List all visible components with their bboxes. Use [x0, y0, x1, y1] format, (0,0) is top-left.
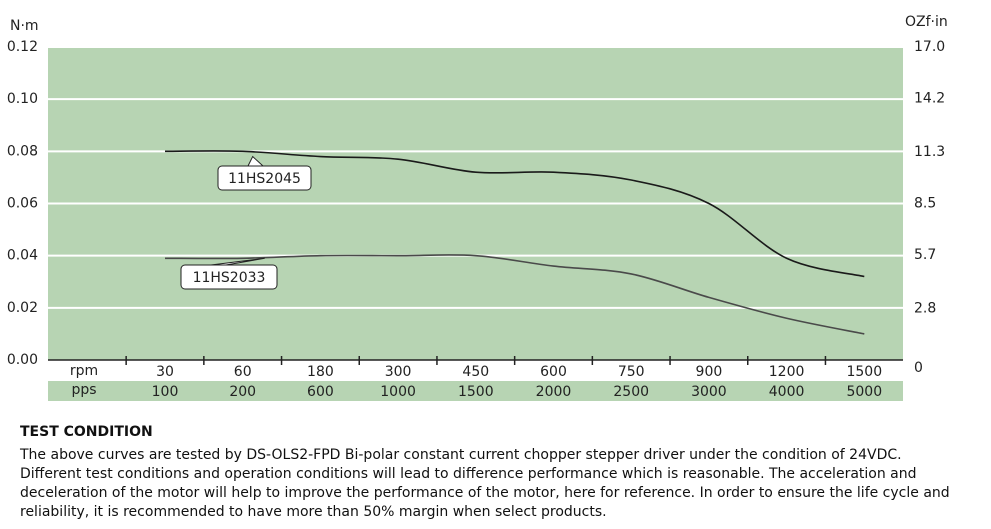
x-tick-label: 1200	[769, 364, 805, 380]
x-tick-label-2: 2500	[613, 384, 649, 400]
legend-label: 11HS2045	[228, 171, 301, 187]
x-tick-label: 900	[696, 364, 723, 380]
x-row-label: rpm	[70, 363, 98, 379]
notes-title: TEST CONDITION	[20, 424, 153, 440]
series-line	[164, 254, 865, 335]
y2-tick-label: 2.8	[914, 300, 936, 316]
y-tick-label: 0.02	[7, 300, 38, 316]
y-tick-label: 0.06	[7, 196, 38, 212]
x-tick-label-2: 5000	[846, 384, 882, 400]
x-tick-label-2: 2000	[536, 384, 572, 400]
y2-tick-label: 14.2	[914, 91, 945, 107]
y-tick-label: 0.08	[7, 143, 38, 159]
y-tick-label: 0.12	[7, 39, 38, 55]
callout-box	[217, 165, 312, 191]
x-tick-label: 750	[618, 364, 645, 380]
notes: TEST CONDITION The above curves are test…	[20, 424, 950, 522]
x-tick-label: 60	[234, 364, 252, 380]
x-tick-label-2: 100	[152, 384, 179, 400]
y2-tick-label: 8.5	[914, 196, 936, 212]
y-axis-label: N·m	[10, 18, 39, 34]
y2-axis-label: OZf·in	[905, 14, 948, 30]
legend-label: 11HS2033	[193, 270, 266, 286]
x-tick-label: 180	[307, 364, 334, 380]
y-tick-label: 0.10	[7, 91, 38, 107]
x-tick-label-2: 1000	[380, 384, 416, 400]
callout-leader	[210, 257, 265, 266]
x-tick-label: 30	[156, 364, 174, 380]
x-tick-label: 450	[462, 364, 489, 380]
x-row-label: pps	[71, 382, 96, 398]
x-tick-label-2: 200	[229, 384, 256, 400]
chart: N·m OZf·in 0.00 0.02 0.04 0.06 0.08 0.10 0.12 0…	[7, 14, 948, 401]
x-tick-label-2: 3000	[691, 384, 727, 400]
x-tick-label-2: 600	[307, 384, 334, 400]
notes-text: The above curves are tested by DS-OLS2-F…	[20, 447, 950, 520]
x-tick-label: 600	[540, 364, 567, 380]
y2-tick-label: 5.7	[914, 247, 936, 263]
pps-row-background	[48, 381, 903, 401]
y-tick-label: 0.00	[7, 352, 38, 368]
y2-tick-label: 17.0	[914, 39, 945, 55]
callout-box	[180, 264, 278, 290]
y2-tick-label: 11.3	[914, 144, 945, 160]
x-tick-label: 300	[385, 364, 412, 380]
y-tick-label: 0.04	[7, 248, 38, 264]
x-tick-label: 1500	[846, 364, 882, 380]
x-tick-label-2: 1500	[458, 384, 494, 400]
series-line	[164, 150, 865, 278]
x-tick-label-2: 4000	[769, 384, 805, 400]
callout-leader	[247, 155, 264, 167]
y2-tick-label: 0	[914, 360, 923, 376]
